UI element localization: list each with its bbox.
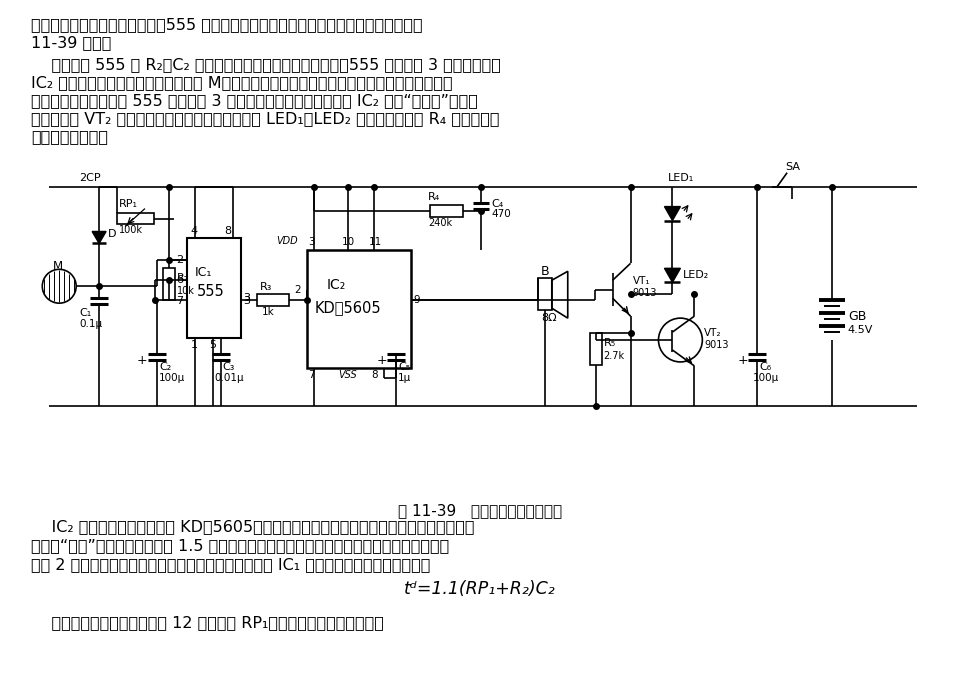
Text: 11-39 所示。: 11-39 所示。: [32, 35, 111, 50]
Text: 470: 470: [491, 209, 511, 219]
Text: B: B: [540, 265, 549, 278]
Text: 2: 2: [295, 285, 301, 295]
Text: C₃: C₃: [223, 362, 235, 372]
Text: 1μ: 1μ: [398, 373, 412, 383]
Text: 电子猫电路由场效应管放大器、555 单稳态延时电路和猫叫电路、声光电路等组成，如图: 电子猫电路由场效应管放大器、555 单稳态延时电路和猫叫电路、声光电路等组成，如…: [32, 17, 423, 33]
Text: 出三声“喵一”叫，内储容量约为 1.5 秒。为使小猫有较长的持续声光报叫时间，需要在它的触: 出三声“喵一”叫，内储容量约为 1.5 秒。为使小猫有较长的持续声光报叫时间，需…: [32, 539, 449, 553]
Text: 8Ω: 8Ω: [540, 313, 557, 323]
Bar: [430, 205, 463, 217]
Text: IC₂: IC₂: [326, 278, 346, 292]
Text: LED₂: LED₂: [683, 270, 708, 280]
Text: C₅: C₅: [398, 362, 410, 372]
Text: 号经场效应管放大而使 555 触发，其 3 脚转呈高电平，触发猫叫电路 IC₂ 发出“咪、咪”的猫叫: 号经场效应管放大而使 555 触发，其 3 脚转呈高电平，触发猫叫电路 IC₂ …: [32, 93, 478, 108]
Text: 9013: 9013: [633, 288, 657, 298]
Text: 10: 10: [342, 237, 354, 248]
Text: 2: 2: [176, 255, 183, 265]
Text: GB: GB: [848, 310, 866, 323]
Text: +: +: [137, 354, 148, 367]
Text: VSS: VSS: [339, 370, 357, 380]
Text: C₂: C₂: [159, 362, 171, 372]
Text: R₃: R₃: [259, 282, 272, 292]
Text: 声，同时经 VT₂ 驱动装在玩具猫眼内的发光二极管 LED₁、LED₂ 闪烁发亮。调节 R₄ 的大小，可: 声，同时经 VT₂ 驱动装在玩具猫眼内的发光二极管 LED₁、LED₂ 闪烁发亮…: [32, 111, 500, 126]
Text: RP₁: RP₁: [119, 198, 138, 209]
Text: 11: 11: [369, 237, 381, 248]
Text: IC₂ 采用模拟猫叫集成电路 KD＇5605，它是一种正电平触发即叫电路，每触发一次，可发: IC₂ 采用模拟猫叫集成电路 KD＇5605，它是一种正电平触发即叫电路，每触发…: [32, 519, 475, 534]
Text: 2.7k: 2.7k: [604, 351, 625, 361]
Bar: [589, 333, 602, 365]
Text: VDD: VDD: [276, 237, 299, 246]
Polygon shape: [92, 232, 107, 244]
Bar: [306, 251, 411, 368]
Text: IC₂ 处于静止状态。当有人触摸金属片 M（置于玩具猫的鼻子或耳朵内）时，人体感应的电场信: IC₂ 处于静止状态。当有人触摸金属片 M（置于玩具猫的鼻子或耳朵内）时，人体感…: [32, 75, 453, 90]
Bar: [256, 294, 289, 306]
Text: R₄: R₄: [428, 192, 441, 202]
Text: D: D: [108, 230, 116, 239]
Text: SA: SA: [785, 162, 800, 171]
Text: 9013: 9013: [705, 340, 729, 350]
Text: 1k: 1k: [262, 307, 275, 317]
Text: 图 11-39   触摸即叫的电子玩具猫: 图 11-39 触摸即叫的电子玩具猫: [398, 503, 562, 518]
Text: 4.5V: 4.5V: [848, 325, 874, 335]
Text: 100μ: 100μ: [159, 373, 185, 383]
Text: R₂: R₂: [177, 273, 189, 283]
Text: 7: 7: [176, 296, 183, 306]
Text: C₁: C₁: [79, 308, 91, 318]
Text: 改变猫叫的音调。: 改变猫叫的音调。: [32, 129, 108, 144]
Text: 5: 5: [208, 340, 216, 350]
Text: 0.1μ: 0.1μ: [79, 319, 103, 329]
Text: 3: 3: [308, 237, 315, 248]
Text: 100k: 100k: [119, 226, 143, 235]
Bar: [163, 269, 175, 301]
Text: 4: 4: [191, 226, 198, 237]
Text: 时基电路 555 和 R₂、C₂ 等组成一个单稳态延时电路，平时，555 的输出端 3 脚呈低电平，: 时基电路 555 和 R₂、C₂ 等组成一个单稳态延时电路，平时，555 的输出…: [32, 57, 501, 72]
Text: 0.01μ: 0.01μ: [215, 373, 245, 383]
Text: C₄: C₄: [491, 198, 503, 209]
Text: 10k: 10k: [177, 286, 195, 296]
Text: 2CP: 2CP: [79, 173, 101, 183]
Text: 图示参数的最大暂稳时间为 12 秒。调节 RP₁，可改变其暂稳时间大小。: 图示参数的最大暂稳时间为 12 秒。调节 RP₁，可改变其暂稳时间大小。: [32, 615, 384, 630]
Bar: [117, 212, 154, 224]
Text: tᵈ=1.1(RP₁+R₂)C₂: tᵈ=1.1(RP₁+R₂)C₂: [404, 580, 556, 598]
Text: 3: 3: [243, 294, 250, 303]
Text: VT₁: VT₁: [633, 276, 650, 287]
Text: 6: 6: [176, 276, 183, 285]
Text: 1: 1: [191, 340, 198, 350]
Polygon shape: [664, 207, 681, 221]
Text: R₅: R₅: [604, 338, 615, 348]
Polygon shape: [664, 269, 681, 282]
Text: 8: 8: [225, 226, 232, 237]
Text: 555: 555: [197, 285, 225, 299]
Text: 7: 7: [308, 370, 315, 380]
Bar: [538, 278, 552, 310]
Text: +: +: [737, 354, 748, 367]
Text: +: +: [376, 354, 387, 367]
Text: 3: 3: [243, 296, 250, 306]
Text: 8: 8: [372, 370, 378, 380]
Text: 发端 2 脚维持相应的高电平脉冲信号。该高电平脉冲由 IC₁ 单稳态的暂稳时间来保证，即: 发端 2 脚维持相应的高电平脉冲信号。该高电平脉冲由 IC₁ 单稳态的暂稳时间来…: [32, 557, 431, 572]
Text: C₆: C₆: [759, 362, 771, 372]
Text: 9: 9: [413, 295, 420, 305]
Text: VT₂: VT₂: [705, 328, 722, 338]
Text: LED₁: LED₁: [667, 173, 694, 183]
Text: KD＇5605: KD＇5605: [315, 301, 381, 315]
Text: 240k: 240k: [428, 217, 452, 228]
Text: M: M: [53, 260, 63, 273]
Text: 100μ: 100μ: [754, 373, 780, 383]
Text: IC₁: IC₁: [195, 266, 212, 279]
Bar: [187, 239, 241, 338]
